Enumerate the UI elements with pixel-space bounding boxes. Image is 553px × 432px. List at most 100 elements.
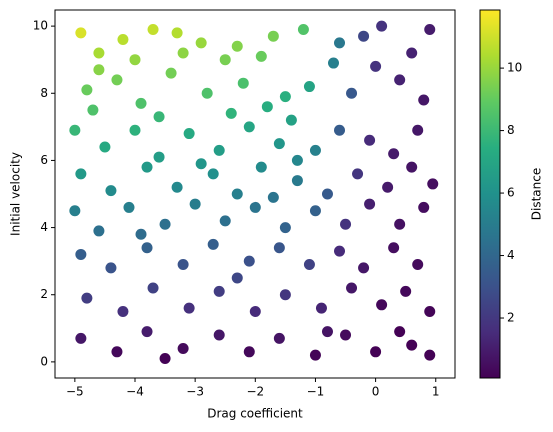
x-tick-label: 0 <box>372 385 380 399</box>
point <box>111 346 123 358</box>
point <box>267 191 279 203</box>
point <box>213 329 225 341</box>
point <box>352 168 364 180</box>
point <box>117 306 129 318</box>
point <box>267 30 279 42</box>
points <box>69 20 439 365</box>
point <box>406 339 418 351</box>
point <box>273 242 285 254</box>
point <box>412 259 424 271</box>
point <box>153 151 165 163</box>
point <box>147 23 159 35</box>
x-tick-label: 1 <box>432 385 440 399</box>
point <box>309 144 321 156</box>
point <box>141 326 153 338</box>
x-tick-label: −4 <box>126 385 144 399</box>
y-tick-label: 4 <box>40 220 48 234</box>
point <box>388 148 400 160</box>
point <box>213 144 225 156</box>
point <box>273 138 285 150</box>
point <box>207 238 219 250</box>
point <box>195 158 207 170</box>
point <box>309 349 321 361</box>
point <box>358 262 370 274</box>
point <box>75 332 87 344</box>
point <box>321 188 333 200</box>
point <box>364 134 376 146</box>
point <box>159 218 171 230</box>
point <box>303 81 315 93</box>
point <box>279 222 291 234</box>
y-tick-label: 0 <box>40 354 48 368</box>
point <box>346 87 358 99</box>
y-tick-label: 6 <box>40 153 48 167</box>
y-axis-label: Initial velocity <box>9 152 23 236</box>
point <box>406 161 418 173</box>
point <box>159 353 171 365</box>
point <box>424 23 436 35</box>
point <box>340 218 352 230</box>
point <box>418 94 430 106</box>
point <box>195 37 207 49</box>
y-tick-label: 8 <box>40 86 48 100</box>
x-tick-label: −3 <box>186 385 204 399</box>
point <box>291 175 303 187</box>
point <box>327 57 339 69</box>
point <box>376 299 388 311</box>
point <box>177 259 189 271</box>
point <box>75 27 87 39</box>
point <box>334 124 346 136</box>
point <box>273 332 285 344</box>
point <box>370 346 382 358</box>
point <box>255 50 267 62</box>
point <box>129 54 141 66</box>
point <box>93 225 105 237</box>
point <box>123 201 135 213</box>
point <box>279 289 291 301</box>
point <box>183 302 195 314</box>
colorbar-tick-label: 2 <box>507 311 515 325</box>
point <box>117 34 129 46</box>
point <box>135 97 147 109</box>
point <box>81 292 93 304</box>
point <box>93 64 105 76</box>
point <box>243 121 255 133</box>
point <box>303 259 315 271</box>
point <box>340 329 352 341</box>
point <box>370 60 382 72</box>
point <box>315 302 327 314</box>
point <box>177 47 189 59</box>
point <box>135 228 147 240</box>
point <box>237 77 249 89</box>
y-tick-label: 10 <box>33 19 48 33</box>
point <box>279 91 291 103</box>
colorbar-tick-label: 6 <box>507 186 515 200</box>
point <box>69 205 81 217</box>
point <box>183 128 195 140</box>
point <box>255 161 267 173</box>
point <box>171 181 183 193</box>
point <box>225 107 237 119</box>
point <box>412 124 424 136</box>
point <box>93 47 105 59</box>
point <box>285 114 297 126</box>
y-tick-label: 2 <box>40 287 48 301</box>
point <box>388 242 400 254</box>
point <box>334 245 346 257</box>
point <box>394 74 406 86</box>
point <box>334 37 346 49</box>
point <box>141 161 153 173</box>
point <box>427 178 439 190</box>
point <box>243 255 255 267</box>
point <box>231 188 243 200</box>
point <box>364 198 376 210</box>
colorbar-tick-label: 4 <box>507 248 515 262</box>
x-tick-label: −5 <box>66 385 84 399</box>
x-tick-label: −1 <box>307 385 325 399</box>
point <box>99 141 111 153</box>
point <box>243 346 255 358</box>
point <box>171 27 183 39</box>
point <box>291 154 303 166</box>
point <box>394 326 406 338</box>
